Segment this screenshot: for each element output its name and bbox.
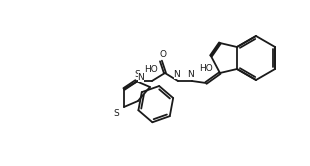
Text: HO: HO [199,64,213,73]
Text: N: N [138,73,144,82]
Text: S: S [134,70,140,79]
Text: N: N [188,70,194,79]
Text: O: O [159,49,166,58]
Text: S: S [113,110,119,119]
Text: N: N [174,70,180,79]
Text: HO: HO [144,65,158,74]
